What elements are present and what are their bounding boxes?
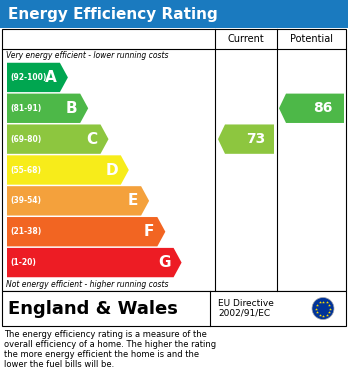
Text: (81-91): (81-91) [10,104,41,113]
Text: E: E [128,194,138,208]
Text: G: G [158,255,171,270]
Text: (69-80): (69-80) [10,135,41,143]
Text: D: D [105,163,118,178]
Text: (55-68): (55-68) [10,165,41,174]
Text: Potential: Potential [290,34,333,44]
Circle shape [312,298,334,319]
Polygon shape [7,93,88,123]
Text: 86: 86 [313,101,332,115]
Text: Current: Current [228,34,264,44]
Text: (21-38): (21-38) [10,227,41,236]
Text: A: A [45,70,57,85]
Text: overall efficiency of a home. The higher the rating: overall efficiency of a home. The higher… [4,340,216,349]
Text: (39-54): (39-54) [10,196,41,205]
Polygon shape [7,217,165,246]
Bar [0,0,348,28]
Text: (92-100): (92-100) [10,73,46,82]
Polygon shape [7,63,68,92]
Polygon shape [218,124,274,154]
Text: The energy efficiency rating is a measure of the: The energy efficiency rating is a measur… [4,330,207,339]
Polygon shape [7,186,149,215]
Polygon shape [279,93,344,123]
Text: lower the fuel bills will be.: lower the fuel bills will be. [4,360,114,369]
Text: the more energy efficient the home is and the: the more energy efficient the home is an… [4,350,199,359]
Text: Not energy efficient - higher running costs: Not energy efficient - higher running co… [6,280,168,289]
Polygon shape [7,155,129,185]
Text: F: F [144,224,155,239]
Text: England & Wales: England & Wales [8,300,178,317]
Polygon shape [7,124,109,154]
Text: 73: 73 [246,132,265,146]
Text: 2002/91/EC: 2002/91/EC [218,309,270,318]
Polygon shape [7,248,182,277]
Bar [2,291,346,326]
Text: Very energy efficient - lower running costs: Very energy efficient - lower running co… [6,51,168,60]
Text: C: C [86,132,97,147]
Text: (1-20): (1-20) [10,258,36,267]
Bar [2,29,346,291]
Text: B: B [65,101,77,116]
Text: Energy Efficiency Rating: Energy Efficiency Rating [8,7,218,22]
Text: EU Directive: EU Directive [218,299,274,308]
